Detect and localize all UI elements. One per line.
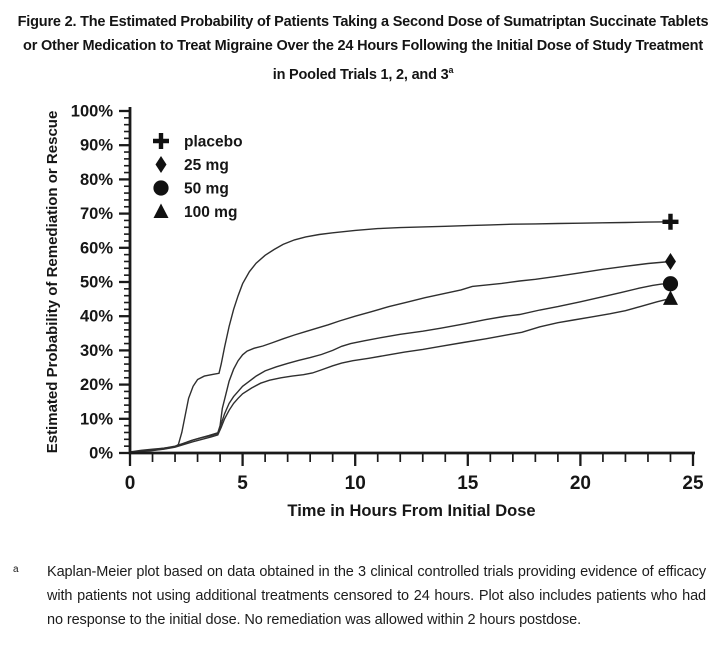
triangle-legend-icon (153, 203, 169, 218)
y-axis-title: Estimated Probability of Remediation or … (44, 111, 61, 454)
diamond-end-marker-25-mg (664, 252, 676, 270)
footnote-ref-a: a (448, 65, 454, 75)
y-tick-label: 80% (80, 171, 113, 189)
y-tick-label: 90% (80, 137, 113, 155)
y-tick-label: 60% (80, 239, 113, 257)
y-tick-label: 50% (80, 274, 113, 292)
x-tick-label: 20 (570, 473, 591, 494)
plus-end-marker-placebo (662, 213, 679, 230)
curve-25-mg (129, 260, 671, 453)
axis-ticks (119, 109, 695, 466)
legend-label-placebo: placebo (184, 134, 243, 151)
x-tick-label: 25 (682, 473, 704, 494)
x-tick-labels: 0 5 10 15 20 25 (125, 473, 704, 494)
y-tick-label: 10% (80, 410, 113, 428)
x-tick-label: 10 (345, 473, 366, 494)
axes (128, 107, 695, 455)
x-tick-label: 5 (237, 473, 248, 494)
km-chart: 0 5 10 15 20 25 0% 10% 20% 30% 40% 50% 60% 70% 80% 90% 1… (44, 103, 704, 521)
circle-end-marker-50-mg (662, 276, 679, 292)
diamond-legend-icon (155, 156, 167, 173)
triangle-end-marker-100-mg (662, 290, 678, 305)
circle-legend-icon (153, 180, 169, 196)
series-end-markers (662, 213, 679, 305)
legend-label-25-mg: 25 mg (184, 157, 229, 174)
y-tick-label: 70% (80, 205, 113, 223)
curves (129, 221, 671, 453)
y-tick-labels: 0% 10% 20% 30% 40% 50% 60% 70% 80% 90% 100% (71, 103, 114, 463)
figure-title-text: Figure 2. The Estimated Probability of P… (17, 14, 709, 83)
legend-label-100-mg: 100 mg (184, 204, 237, 221)
x-tick-label: 15 (457, 473, 479, 494)
footnote-marker-a: a (13, 564, 19, 575)
footnote-text: Kaplan-Meier plot based on data obtained… (47, 564, 706, 628)
plus-legend-icon (153, 133, 169, 149)
curve-100-mg (129, 297, 671, 453)
y-tick-label: 20% (80, 376, 113, 394)
x-tick-label: 0 (125, 473, 136, 494)
curve-50-mg (129, 283, 671, 453)
y-tick-label: 100% (71, 103, 114, 121)
curve-placebo (129, 221, 671, 453)
y-tick-label: 30% (80, 342, 113, 360)
legend-label-50-mg: 50 mg (184, 181, 229, 198)
footnote: a Kaplan-Meier plot based on data obtain… (10, 560, 706, 632)
y-tick-label: 0% (89, 445, 113, 463)
figure-title: Figure 2. The Estimated Probability of P… (16, 10, 710, 87)
legend: placebo 25 mg 50 mg 100 mg (153, 133, 243, 221)
y-tick-label: 40% (80, 308, 113, 326)
x-axis-title: Time in Hours From Initial Dose (287, 502, 535, 520)
